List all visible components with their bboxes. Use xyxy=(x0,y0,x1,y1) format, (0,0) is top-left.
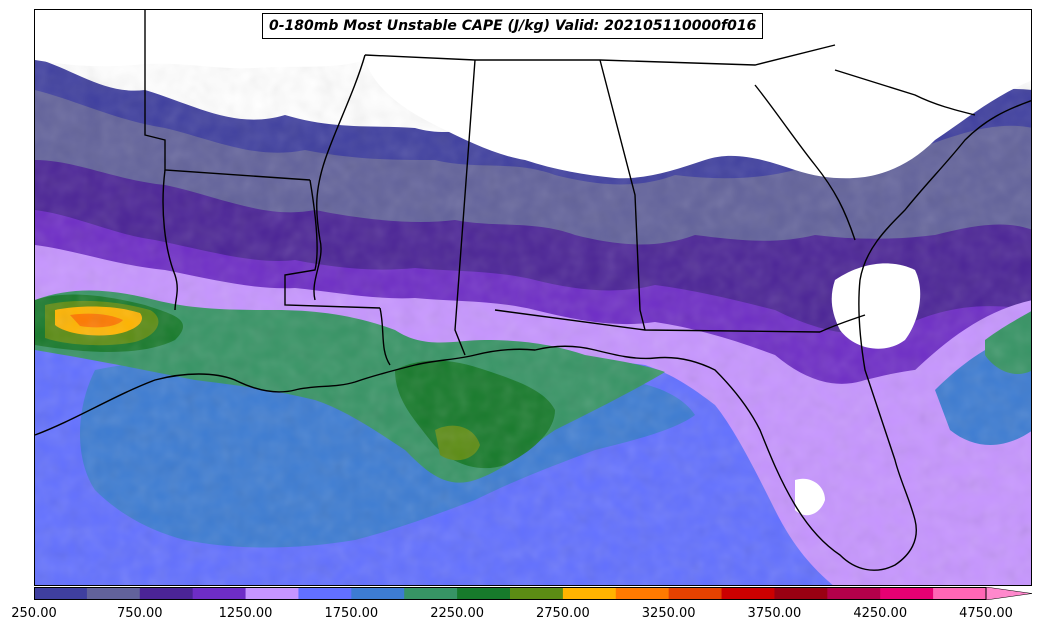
colorbar-swatch xyxy=(351,587,405,600)
colorbar-swatch xyxy=(668,587,723,600)
map-title: 0-180mb Most Unstable CAPE (J/kg) Valid:… xyxy=(262,13,764,39)
colorbar-tick-label: 2750.00 xyxy=(535,606,590,621)
colorbar-swatches xyxy=(34,587,987,600)
cape-map xyxy=(35,10,1031,585)
colorbar-swatch xyxy=(298,587,352,600)
colorbar-tick-label: 2250.00 xyxy=(430,606,484,621)
colorbar-swatch xyxy=(827,587,881,600)
colorbar xyxy=(34,587,1032,600)
colorbar-swatch xyxy=(245,587,299,600)
low-cape-northeast xyxy=(365,10,1031,179)
state-border-ga-fl xyxy=(819,314,866,333)
colorbar-swatch xyxy=(139,587,194,600)
colorbar-tick-label: 4750.00 xyxy=(959,606,1013,621)
colorbar-swatch xyxy=(880,587,934,600)
state-border-la-ms xyxy=(379,307,391,366)
colorbar-swatch xyxy=(510,587,564,600)
colorbar-swatch xyxy=(721,587,775,600)
colorbar-swatch xyxy=(86,587,141,600)
state-border-ga-sc xyxy=(754,84,856,241)
colorbar-swatch xyxy=(933,587,987,600)
colorbar-tick-label: 750.00 xyxy=(117,606,163,621)
colorbar-tick-label: 3750.00 xyxy=(747,606,802,621)
state-border-al-ga xyxy=(599,59,646,331)
colorbar-swatch xyxy=(34,587,88,600)
low-cape-carolina xyxy=(831,263,921,349)
state-border-tn xyxy=(364,44,836,66)
state-border-nc-sc xyxy=(834,69,976,116)
colorbar-swatch xyxy=(774,587,828,600)
colorbar-tick-label: 1750.00 xyxy=(324,606,379,621)
colorbar-swatch xyxy=(615,587,670,600)
state-border-tx-la xyxy=(162,169,178,311)
state-border-ms-al xyxy=(454,59,476,356)
colorbar-swatch xyxy=(457,587,511,600)
map-panel xyxy=(34,9,1032,586)
colorbar-extend-arrow xyxy=(985,587,1032,600)
colorbar-swatch xyxy=(192,587,247,600)
map-boundaries xyxy=(35,10,1031,571)
state-border-mississippi-river xyxy=(313,54,366,301)
gulf-coastline xyxy=(35,99,1031,571)
state-border-ar-la xyxy=(284,179,381,309)
colorbar-labels: 250.00 750.00 1250.00 1750.00 2250.00 2750.00… xyxy=(0,606,1042,626)
colorbar-swatch xyxy=(562,587,617,600)
colorbar-tick-label: 3250.00 xyxy=(641,606,696,621)
colorbar-tick-label: 250.00 xyxy=(11,606,57,621)
colorbar-tick-label: 4250.00 xyxy=(853,606,908,621)
colorbar-swatch xyxy=(404,587,458,600)
state-border-al-fl xyxy=(494,309,821,333)
cape-fill xyxy=(35,10,1031,585)
colorbar-tick-label: 1250.00 xyxy=(218,606,273,621)
state-border-tx-ok xyxy=(144,10,311,181)
low-cape-florida xyxy=(795,478,825,516)
colorbar-outline xyxy=(34,587,987,600)
